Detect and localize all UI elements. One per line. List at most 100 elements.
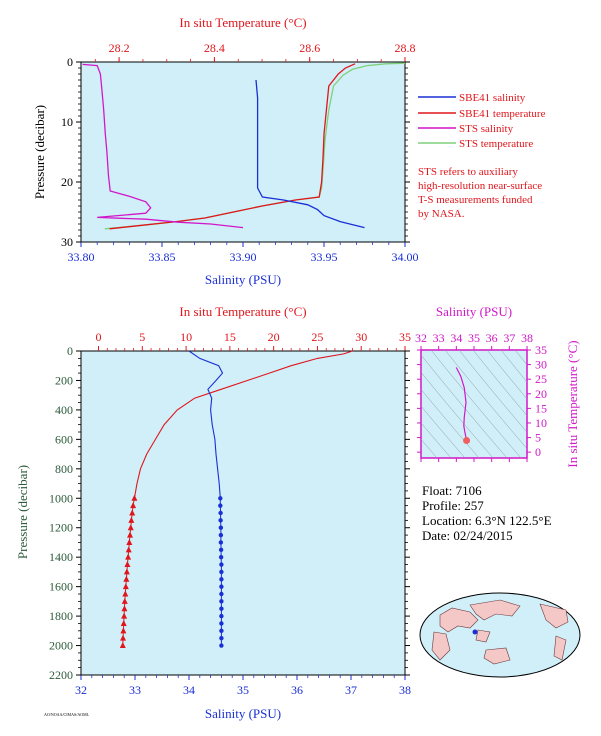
top-pressure-tick-label: 10 xyxy=(61,115,73,129)
ts-temp-tick-label: 20 xyxy=(535,387,547,401)
sts-note-line-4: by NASA. xyxy=(418,208,465,220)
sts-note-line-1: STS refers to auxiliary xyxy=(418,166,518,178)
temperature-marker xyxy=(123,568,130,575)
ts-plot-area xyxy=(420,349,528,459)
top-temp-tick-label: 28.4 xyxy=(204,41,225,55)
profile-number: Profile: 257 xyxy=(422,498,484,513)
temperature-marker xyxy=(127,524,134,531)
main-series-temperature xyxy=(133,350,353,499)
main-pressure-tick-label: 800 xyxy=(55,462,73,476)
ts-density-contour xyxy=(486,350,527,400)
salinity-marker xyxy=(218,503,223,508)
main-pressure-tick-label: 600 xyxy=(55,432,73,446)
top-series-sbe41-temperature xyxy=(109,63,356,230)
top-profile-chart: In situ Temperature (°C) Salinity (PSU) … xyxy=(32,15,419,287)
float-id: Float: 7106 xyxy=(422,483,482,498)
temperature-marker xyxy=(131,494,138,501)
main-pressure-tick-label: 1800 xyxy=(49,609,73,623)
ts-profile-line xyxy=(455,367,468,441)
ts-temp-tick-label: 10 xyxy=(535,416,547,430)
top-series-sbe41-salinity xyxy=(255,79,365,229)
temperature-marker xyxy=(120,627,127,634)
ts-sal-tick-label: 34 xyxy=(450,331,462,345)
map-land-africa xyxy=(431,631,451,661)
salinity-marker xyxy=(219,643,224,648)
footer-credit: AO/NOAA/CIMAS/AOML xyxy=(44,712,90,717)
legend-sts-temperature: STS temperature xyxy=(459,138,533,150)
temperature-marker xyxy=(125,546,132,553)
top-sal-tick-label: 33.80 xyxy=(68,250,95,264)
salinity-marker xyxy=(219,599,224,604)
legend-sbe41-salinity: SBE41 salinity xyxy=(459,92,526,104)
ts-temp-axis-label: In situ Temperature (°C) xyxy=(565,340,580,467)
salinity-marker xyxy=(219,628,224,634)
ts-density-contour xyxy=(421,388,480,458)
map-land-asia-west xyxy=(439,607,479,633)
temperature-marker xyxy=(128,516,135,523)
top-pressure-tick-label: 20 xyxy=(61,175,73,189)
ts-temp-tick-label: 30 xyxy=(535,358,547,372)
main-pressure-tick-label: 1200 xyxy=(49,521,73,535)
ts-sal-tick-label: 36 xyxy=(486,331,498,345)
main-pressure-tick-label: 1000 xyxy=(49,491,73,505)
salinity-marker xyxy=(218,547,224,553)
ts-temp-tick-label: 35 xyxy=(535,343,547,357)
top-sal-tick-label: 33.90 xyxy=(230,250,257,264)
main-temp-tick-label: 15 xyxy=(224,330,236,344)
temperature-marker xyxy=(121,597,128,604)
ts-diagram: Salinity (PSU) In situ Temperature (°C) … xyxy=(415,304,580,468)
top-pressure-axis-label: Pressure (decibar) xyxy=(32,105,47,199)
main-temp-axis-label: In situ Temperature (°C) xyxy=(179,304,306,319)
ts-density-contour xyxy=(444,350,527,450)
main-pressure-tick-label: 1400 xyxy=(49,550,73,564)
float-info: Float: 7106 Profile: 257 Location: 6.3°N… xyxy=(422,483,552,543)
temperature-marker xyxy=(120,634,127,641)
salinity-marker xyxy=(219,613,224,619)
main-pressure-tick-label: 2000 xyxy=(49,639,73,653)
top-legend: SBE41 salinity SBE41 temperature STS sal… xyxy=(418,92,546,220)
temperature-marker xyxy=(126,538,133,545)
main-temp-tick-label: 0 xyxy=(96,330,102,344)
legend-sts-salinity: STS salinity xyxy=(459,123,514,135)
main-pressure-tick-label: 200 xyxy=(55,373,73,387)
ts-density-contour xyxy=(421,438,438,458)
main-temp-tick-label: 10 xyxy=(180,330,192,344)
main-temp-tick-label: 5 xyxy=(139,330,145,344)
ts-temp-tick-label: 25 xyxy=(535,372,547,386)
main-profile-chart: In situ Temperature (°C) Salinity (PSU) … xyxy=(15,304,411,721)
temperature-marker xyxy=(122,583,129,590)
main-sal-tick-label: 37 xyxy=(345,683,357,697)
salinity-marker xyxy=(218,496,223,501)
temperature-marker xyxy=(127,531,134,538)
temperature-marker xyxy=(123,575,130,582)
top-sal-tick-label: 33.85 xyxy=(149,250,176,264)
main-sal-tick-label: 33 xyxy=(129,683,141,697)
salinity-marker xyxy=(219,591,224,597)
ts-sal-axis-label: Salinity (PSU) xyxy=(436,304,512,319)
salinity-marker xyxy=(218,540,224,545)
ts-density-contour xyxy=(514,350,527,366)
float-location-marker xyxy=(472,629,478,635)
map-land-asia xyxy=(469,599,521,621)
ts-density-contour xyxy=(421,371,494,458)
temperature-marker xyxy=(129,509,136,516)
date: Date: 02/24/2015 xyxy=(422,528,513,543)
top-temp-axis-label: In situ Temperature (°C) xyxy=(179,15,306,30)
legend-sbe41-temperature: SBE41 temperature xyxy=(459,108,546,120)
salinity-marker xyxy=(218,532,224,538)
temperature-marker xyxy=(119,642,126,649)
map-land-north-america xyxy=(539,603,569,629)
sts-note-line-3: T-S measurements funded xyxy=(418,194,533,206)
top-series-lines xyxy=(82,62,406,230)
salinity-marker xyxy=(219,562,224,567)
main-sal-tick-label: 38 xyxy=(399,683,411,697)
main-temp-tick-label: 30 xyxy=(355,330,367,344)
main-pressure-axis-label: Pressure (decibar) xyxy=(15,465,30,559)
salinity-marker xyxy=(218,510,223,516)
ts-density-contour xyxy=(458,350,527,433)
main-series-salinity xyxy=(188,350,224,499)
main-axis-ticks: 0 5 10 15 20 25 30 35 32 33 34 35 36 37 38 0 200 400 600 80… xyxy=(49,330,411,697)
main-temp-tick-label: 25 xyxy=(311,330,323,344)
